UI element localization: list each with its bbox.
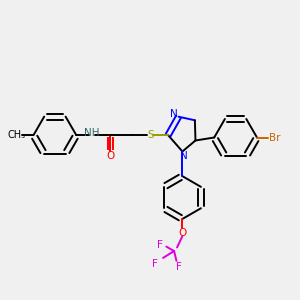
Text: S: S: [147, 130, 154, 140]
Text: O: O: [106, 151, 115, 161]
Text: CH₃: CH₃: [8, 130, 26, 140]
Text: F: F: [158, 239, 163, 250]
Text: N: N: [180, 151, 188, 161]
Text: F: F: [176, 262, 182, 272]
Text: N: N: [170, 109, 178, 119]
Text: NH: NH: [84, 128, 100, 138]
Text: F: F: [152, 259, 158, 269]
Text: O: O: [178, 228, 187, 238]
Text: Br: Br: [269, 133, 281, 142]
